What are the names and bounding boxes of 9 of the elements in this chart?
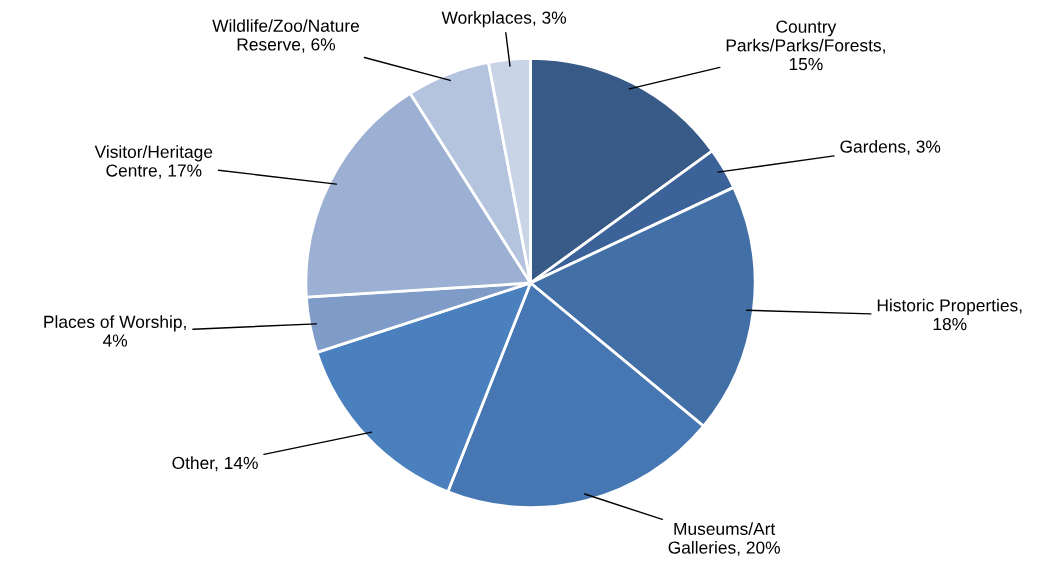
- slice-label: Other, 14%: [172, 456, 258, 472]
- slice-label: Museums/Art Galleries, 20%: [668, 522, 780, 556]
- slice-label: Country Parks/Parks/Forests, 15%: [726, 20, 885, 71]
- slice-label: Historic Properties, 18%: [877, 298, 1022, 331]
- slice-label: Workplaces, 3%: [441, 11, 567, 28]
- slice-label: Wildlife/Zoo/Nature Reserve, 6%: [212, 19, 359, 53]
- slice-label: Visitor/Heritage Centre, 17%: [94, 145, 213, 179]
- slice-label: Places of Worship, 4%: [44, 315, 186, 347]
- slice-label: Gardens, 3%: [840, 140, 941, 155]
